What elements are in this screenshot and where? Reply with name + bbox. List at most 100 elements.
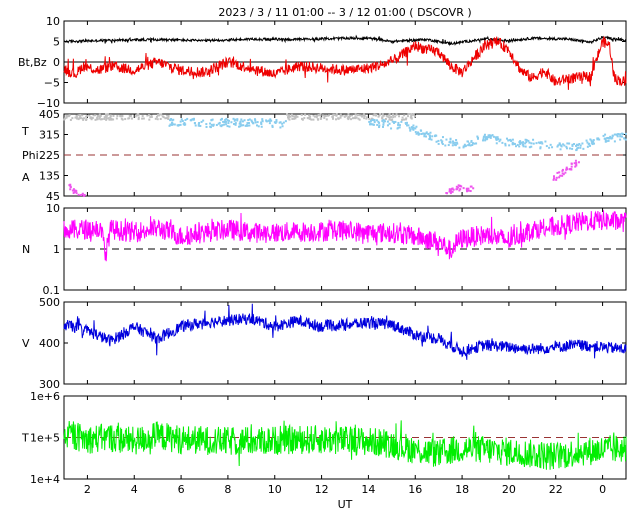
data-point (192, 118, 195, 121)
data-point (319, 114, 322, 117)
data-point (522, 143, 525, 146)
data-point (105, 118, 108, 121)
data-point (403, 118, 406, 121)
data-point (619, 138, 622, 141)
data-point (624, 138, 627, 141)
data-point (265, 120, 268, 123)
data-point (539, 142, 542, 145)
data-point (410, 117, 413, 120)
data-point (254, 121, 257, 124)
data-point (482, 137, 485, 140)
data-point (284, 120, 287, 123)
data-point (613, 133, 616, 136)
data-point (324, 115, 327, 118)
y-tick-label: 0.1 (43, 284, 61, 297)
data-point (428, 134, 431, 137)
data-point (570, 162, 573, 165)
data-point (592, 139, 595, 142)
data-point (397, 121, 400, 124)
data-point (391, 120, 394, 123)
data-point (483, 133, 486, 136)
data-point (92, 114, 95, 117)
y-axis-label: N (22, 243, 30, 256)
data-point (245, 124, 248, 127)
data-point (575, 144, 578, 147)
data-point (386, 124, 389, 127)
data-point (602, 134, 605, 137)
data-point (291, 117, 294, 120)
data-point (227, 122, 230, 125)
data-point (441, 140, 444, 143)
data-point (427, 133, 430, 136)
data-point (304, 113, 307, 116)
data-point (173, 123, 176, 126)
data-point (225, 117, 228, 120)
series-bz-line (63, 36, 627, 90)
data-point (566, 142, 569, 145)
data-point (287, 114, 290, 117)
y-tick-label: 300 (39, 378, 60, 391)
data-point (497, 137, 500, 140)
data-point (255, 124, 258, 127)
data-point (310, 118, 313, 121)
data-point (409, 129, 412, 132)
data-point (301, 118, 304, 121)
data-point (406, 115, 409, 118)
data-point (242, 124, 245, 127)
y-tick-label: 315 (39, 129, 60, 142)
data-point (169, 123, 172, 126)
data-point (107, 117, 110, 120)
data-point (415, 132, 418, 135)
data-point (393, 121, 396, 124)
data-point (215, 124, 218, 127)
data-point (465, 187, 468, 190)
data-point (398, 115, 401, 118)
data-point (605, 140, 608, 143)
data-point (81, 192, 84, 195)
data-point (611, 136, 614, 139)
data-point (347, 113, 350, 116)
data-point (222, 120, 225, 123)
panels: 10 5 0 −5 −10 Bt,Bz 405 315 225 135 45 T Phi A 10 1 0.1 N… (18, 15, 627, 496)
data-point (248, 118, 251, 121)
data-point (386, 120, 389, 123)
data-point (85, 115, 88, 118)
y-tick-label: 500 (39, 296, 60, 309)
data-point (378, 121, 381, 124)
data-point (81, 114, 84, 117)
data-point (455, 139, 458, 142)
data-point (541, 142, 544, 145)
data-point (71, 189, 74, 192)
data-point (518, 145, 521, 148)
data-point (205, 123, 208, 126)
data-point (112, 114, 115, 117)
data-point (575, 149, 578, 152)
data-point (471, 143, 474, 146)
data-point (575, 143, 578, 146)
data-point (317, 118, 320, 121)
data-point (234, 123, 237, 126)
data-point (81, 117, 84, 120)
data-point (449, 141, 452, 144)
data-point (103, 117, 106, 120)
data-point (558, 171, 561, 174)
data-point (454, 141, 457, 144)
data-point (281, 122, 284, 125)
data-point (238, 125, 241, 128)
data-point (69, 118, 72, 121)
data-point (586, 145, 589, 148)
data-point (414, 131, 417, 134)
data-point (103, 116, 106, 119)
data-point (413, 115, 416, 118)
y-axis-label: T (21, 125, 29, 138)
data-point (411, 127, 414, 130)
data-point (507, 139, 510, 142)
data-point (467, 189, 470, 192)
data-point (569, 168, 572, 171)
x-tick-label: 10 (268, 483, 282, 496)
data-point (458, 189, 461, 192)
data-point (474, 142, 477, 145)
data-point (429, 137, 432, 140)
data-point (522, 145, 525, 148)
data-point (285, 113, 288, 116)
